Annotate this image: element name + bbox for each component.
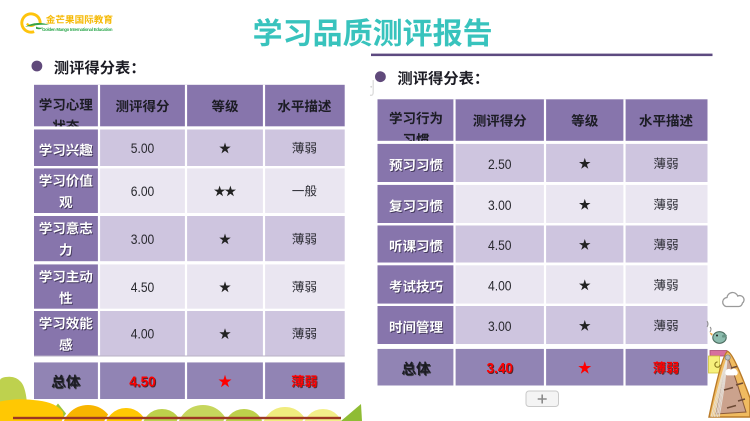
svg-text:6.00: 6.00	[131, 184, 155, 200]
svg-text:4.50: 4.50	[488, 238, 512, 254]
svg-text:4.50: 4.50	[131, 280, 155, 296]
svg-text:3.40: 3.40	[487, 362, 514, 378]
svg-text:2.50: 2.50	[488, 157, 512, 173]
svg-text:3.40: 3.40	[487, 361, 514, 377]
svg-text:4.50: 4.50	[130, 375, 157, 391]
svg-text:3.00: 3.00	[131, 232, 155, 248]
svg-text:3.00: 3.00	[488, 319, 512, 335]
svg-text:3.00: 3.00	[488, 198, 512, 214]
svg-text:Golden Mango International Edu: Golden Mango International Education	[42, 27, 113, 32]
svg-text:5.00: 5.00	[131, 141, 155, 157]
svg-text:4.00: 4.00	[131, 327, 155, 343]
svg-text:4.00: 4.00	[488, 278, 512, 294]
svg-text:4.50: 4.50	[129, 374, 156, 390]
